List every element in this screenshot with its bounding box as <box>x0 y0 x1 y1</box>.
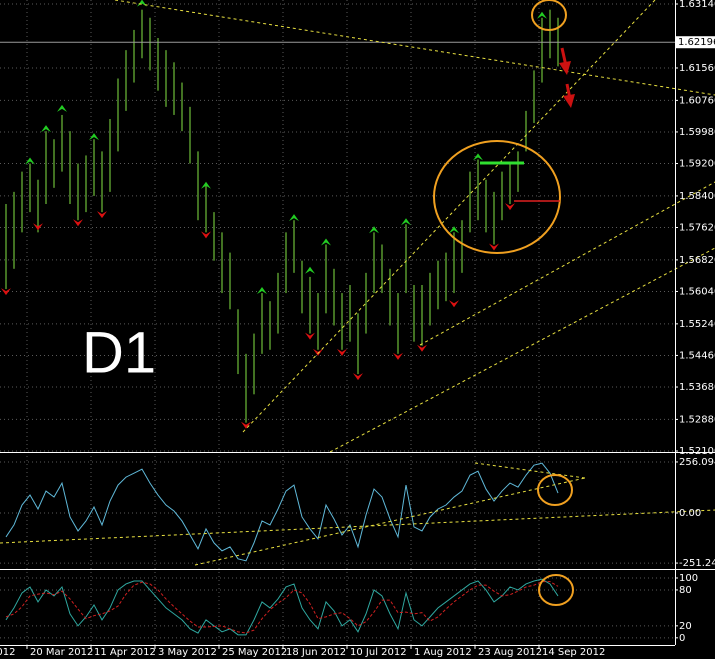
trend-line <box>194 477 586 566</box>
timeframe-label: D1 <box>82 320 156 385</box>
fractal-down-arrow <box>393 352 403 360</box>
x-tick-label: 23 Aug 2012 <box>478 647 542 658</box>
y-tick-label: 1.52100 <box>679 446 715 457</box>
y-tick-label: 1.55240 <box>679 319 715 330</box>
y-tick-label: 1.53680 <box>679 382 715 393</box>
y-tick-label: 20 <box>679 621 692 632</box>
fractal-up-arrow <box>537 11 547 19</box>
fractal-up-arrow <box>369 226 379 234</box>
x-axis-fragment: 2012 <box>0 647 15 658</box>
y-tick-label: 1.57620 <box>679 222 715 233</box>
fractal-up-arrow <box>25 157 35 165</box>
highlight-circle <box>538 574 574 606</box>
fractal-down-arrow <box>449 300 459 308</box>
x-tick-label: 10 Jul 2012 <box>350 647 407 658</box>
arrow-head <box>559 61 571 75</box>
trend-line <box>329 247 715 453</box>
fractal-up-arrow <box>401 218 411 226</box>
x-tick-label: 1 Aug 2012 <box>414 647 472 658</box>
highlight-circle <box>537 474 573 506</box>
fractal-up-arrow <box>449 226 459 234</box>
fractal-down-arrow <box>489 243 499 251</box>
x-tick-label: 14 Sep 2012 <box>542 647 605 658</box>
x-tick-label: 25 May 2012 <box>222 647 287 658</box>
fractal-up-arrow <box>289 214 299 222</box>
indicator-line <box>5 462 559 562</box>
current-price-label: 1.62196 <box>678 37 715 48</box>
fractal-down-arrow <box>201 231 211 239</box>
y-tick-label: 1.56040 <box>679 286 715 297</box>
x-tick-label: 20 Mar 2012 <box>30 647 93 658</box>
y-tick-label: 80 <box>679 585 692 596</box>
fractal-down-arrow <box>1 288 11 296</box>
trend-line <box>474 462 586 479</box>
y-tick-label: 1.58400 <box>679 191 715 202</box>
x-tick-label: 18 Jun 2012 <box>286 647 346 658</box>
fractal-up-arrow <box>41 125 51 133</box>
highlight-circle <box>531 0 567 31</box>
indicator-line <box>5 578 559 636</box>
fractal-up-arrow <box>137 0 147 7</box>
grid <box>0 0 675 645</box>
trend-line <box>114 0 715 96</box>
fractal-up-arrow <box>89 133 99 141</box>
x-tick-label: 3 May 2012 <box>158 647 217 658</box>
fractal-up-arrow <box>201 181 211 189</box>
fractal-down-arrow <box>97 211 107 219</box>
current-price-box <box>676 36 715 49</box>
highlight-circle <box>433 140 561 254</box>
y-tick-label: 256.094 <box>679 457 715 468</box>
fractal-up-arrow <box>473 153 483 161</box>
fractal-down-arrow <box>241 421 251 429</box>
y-tick-label: 1.61560 <box>679 63 715 74</box>
fractal-down-arrow <box>353 373 363 381</box>
fractal-down-arrow <box>505 203 515 211</box>
trend-line <box>419 181 715 346</box>
fractal-down-arrow <box>33 223 43 231</box>
y-tick-label: 1.59200 <box>679 159 715 170</box>
marks <box>0 0 678 649</box>
arrow-head <box>563 94 575 108</box>
trend-line <box>0 509 715 544</box>
indicator-line <box>5 581 559 634</box>
y-tick-label: 0 <box>679 633 685 644</box>
fractal-up-arrow <box>257 287 267 295</box>
fractal-up-arrow <box>305 266 315 274</box>
fractal-down-arrow <box>313 348 323 356</box>
y-tick-label: 1.56820 <box>679 255 715 266</box>
y-tick-label: 1.54460 <box>679 350 715 361</box>
y-tick-label: 1.60760 <box>679 95 715 106</box>
y-tick-label: 0.00 <box>679 508 701 519</box>
fractal-up-arrow <box>57 104 67 112</box>
fractal-down-arrow <box>73 219 83 227</box>
fractal-up-arrow <box>321 238 331 246</box>
fractal-down-arrow <box>337 348 347 356</box>
x-tick-label: 11 Apr 2012 <box>94 647 156 658</box>
y-tick-label: 1.63140 <box>679 0 715 10</box>
y-tick-label: 1.59980 <box>679 127 715 138</box>
fractal-down-arrow <box>305 332 315 340</box>
y-tick-label: 1.52880 <box>679 414 715 425</box>
y-tick-label: -251.24 <box>679 558 715 569</box>
fractal-down-arrow <box>417 344 427 352</box>
y-tick-label: 100 <box>679 573 698 584</box>
annotations <box>0 0 715 606</box>
